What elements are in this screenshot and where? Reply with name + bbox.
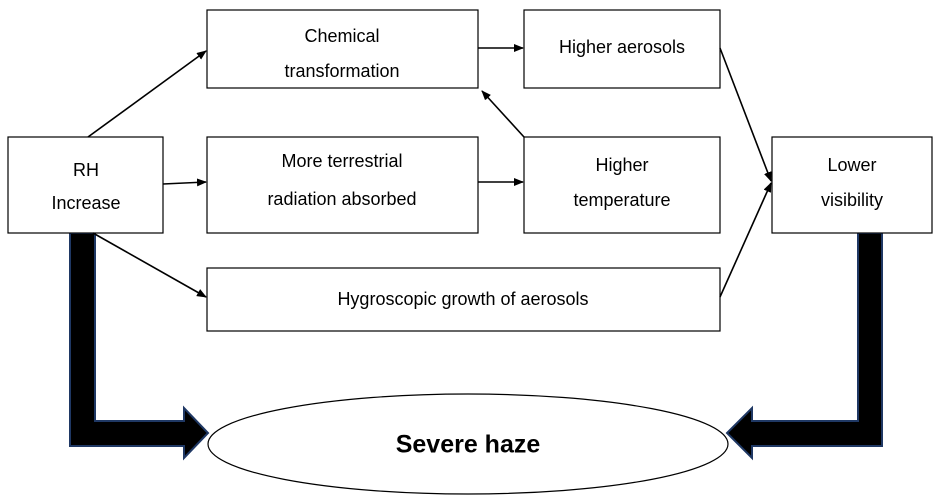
arrow	[719, 182, 772, 298]
node-label: radiation absorbed	[267, 189, 416, 209]
arrow	[481, 90, 525, 138]
node-label: RH	[73, 160, 99, 180]
node-label: transformation	[284, 61, 399, 81]
box-aerosols	[523, 9, 721, 89]
node-label: Chemical	[304, 26, 379, 46]
arrow	[87, 50, 207, 138]
box-chem	[206, 9, 479, 89]
box-rh	[7, 136, 164, 234]
node-label: Hygroscopic growth of aerosols	[337, 289, 588, 309]
thick-arrow-left	[69, 232, 210, 461]
box-radiation	[206, 136, 479, 234]
box-temperature	[523, 136, 721, 234]
node-label: Increase	[51, 193, 120, 213]
node-label: temperature	[573, 190, 670, 210]
thick-arrow-right	[725, 232, 883, 461]
node-label: More terrestrial	[281, 151, 402, 171]
box-hygroscopic	[206, 267, 721, 332]
node-label: visibility	[821, 190, 883, 210]
node-label: Severe haze	[396, 431, 541, 459]
node-label: Higher	[595, 155, 648, 175]
node-label: Higher aerosols	[559, 37, 685, 57]
node-label: Lower	[827, 155, 876, 175]
arrow	[162, 178, 207, 187]
arrow	[92, 232, 207, 298]
ellipse-haze	[207, 393, 729, 495]
box-visibility	[771, 136, 933, 234]
arrow	[719, 47, 772, 182]
